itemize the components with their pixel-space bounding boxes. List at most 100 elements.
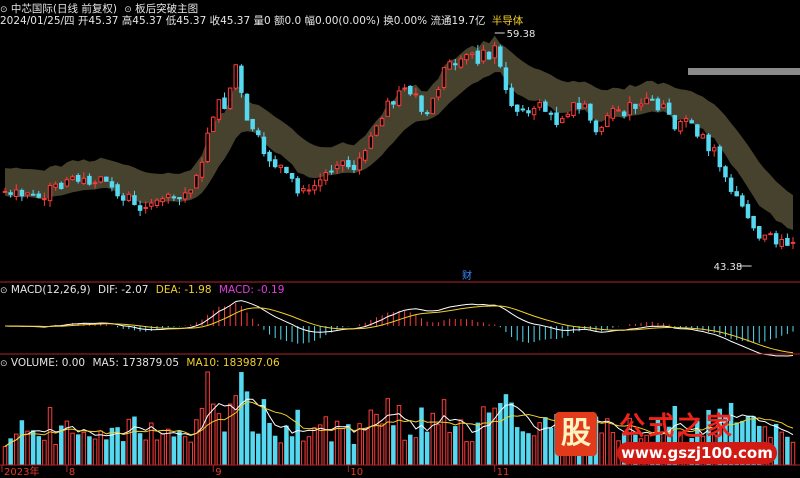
candle-body bbox=[695, 124, 700, 137]
candle bbox=[447, 59, 452, 70]
candle bbox=[492, 41, 497, 65]
macd-value: MACD: -0.19 bbox=[218, 284, 285, 296]
watermark-title: 公式之家 bbox=[619, 412, 736, 442]
volume-bar bbox=[374, 413, 379, 466]
candle bbox=[638, 98, 644, 111]
dropdown-icon[interactable]: ⊙ bbox=[124, 5, 132, 15]
axis-label: 9 bbox=[215, 467, 221, 478]
candle bbox=[137, 200, 143, 216]
axis-label: 2023年 bbox=[4, 465, 39, 478]
candle bbox=[402, 84, 407, 92]
candle-body bbox=[576, 102, 582, 109]
candle bbox=[160, 196, 165, 207]
candle-body bbox=[25, 192, 30, 196]
volume-bar bbox=[188, 441, 193, 466]
candle bbox=[306, 184, 312, 195]
volume-bar bbox=[284, 425, 289, 466]
volume-bar bbox=[340, 428, 345, 466]
candle-body bbox=[188, 189, 193, 194]
candle-body bbox=[278, 164, 284, 168]
volume-bar bbox=[2, 445, 8, 466]
volume-bar bbox=[256, 433, 261, 466]
candle-body bbox=[543, 101, 548, 112]
candle-body bbox=[87, 175, 92, 185]
dea-value: DEA: -1.98 bbox=[155, 284, 212, 296]
candle bbox=[154, 198, 160, 208]
volume-bar bbox=[233, 395, 239, 466]
candle-body bbox=[706, 134, 711, 152]
candle-body bbox=[779, 238, 784, 247]
volume-bar bbox=[334, 420, 340, 466]
volume-header: ⊙ VOLUME: 0.00 MA5: 173879.05 MA10: 1839… bbox=[0, 357, 280, 369]
candle-body bbox=[666, 102, 672, 115]
candle-body bbox=[464, 54, 469, 61]
volume-bar bbox=[47, 407, 53, 466]
candle-body bbox=[126, 193, 132, 201]
candle-body bbox=[289, 173, 295, 179]
candle bbox=[385, 97, 390, 117]
candle bbox=[222, 92, 227, 110]
high-label: 59.38 bbox=[507, 29, 536, 40]
volume-bar bbox=[42, 439, 47, 466]
axis-label: 8 bbox=[69, 467, 75, 478]
candle bbox=[571, 102, 576, 118]
volume-bar bbox=[104, 439, 109, 466]
candle bbox=[509, 83, 514, 108]
candle-body bbox=[520, 108, 526, 111]
security-name[interactable]: 中芯国际(日线 前复权) bbox=[10, 3, 117, 15]
volume-bar bbox=[526, 433, 531, 466]
candle bbox=[689, 118, 694, 124]
macd-name[interactable]: MACD(12,26,9) bbox=[10, 284, 91, 296]
candle bbox=[593, 119, 599, 136]
candle bbox=[8, 189, 13, 198]
sector-label[interactable]: 半导体 bbox=[491, 15, 524, 27]
candle bbox=[391, 100, 396, 109]
candle bbox=[75, 173, 81, 184]
candle bbox=[115, 182, 120, 199]
candle-body bbox=[239, 65, 244, 93]
candle bbox=[301, 185, 306, 194]
candle bbox=[47, 182, 53, 207]
candle-body bbox=[537, 102, 542, 108]
candle bbox=[2, 187, 8, 193]
dropdown-icon[interactable]: ⊙ bbox=[0, 286, 8, 296]
candle bbox=[464, 53, 469, 65]
volume-bar bbox=[301, 440, 306, 466]
candle-body bbox=[47, 185, 53, 202]
volume-bar bbox=[75, 434, 81, 466]
candle bbox=[211, 116, 216, 133]
candle-body bbox=[149, 202, 154, 207]
candle-body bbox=[790, 241, 796, 244]
volume-bar bbox=[509, 402, 514, 466]
volume-bar bbox=[481, 406, 486, 466]
candle-body bbox=[137, 205, 143, 211]
candle-body bbox=[132, 195, 137, 206]
volume-bar bbox=[312, 427, 317, 466]
volume-bar bbox=[408, 434, 413, 466]
candle bbox=[194, 173, 199, 189]
resistance-bar bbox=[688, 68, 800, 75]
panel-separators bbox=[0, 281, 800, 466]
watermark-logo: 股 公式之家 www.gszj100.com bbox=[547, 406, 782, 470]
volume-bar bbox=[458, 419, 464, 466]
candle bbox=[267, 150, 272, 167]
candle-body bbox=[559, 118, 565, 124]
volume-bar bbox=[30, 430, 36, 466]
template-name[interactable]: 板后突破主图 bbox=[135, 3, 199, 15]
volume-name[interactable]: VOLUME: 0.00 bbox=[10, 357, 86, 369]
candle-body bbox=[548, 112, 554, 115]
candle-body bbox=[700, 134, 706, 139]
volume-bar bbox=[430, 412, 436, 466]
dropdown-icon[interactable]: ⊙ bbox=[0, 5, 8, 15]
candle bbox=[317, 173, 323, 192]
candle bbox=[177, 196, 182, 206]
axis-label: 11 bbox=[497, 467, 510, 478]
candle bbox=[396, 86, 402, 108]
candle-body bbox=[453, 63, 458, 66]
candle bbox=[616, 105, 621, 112]
candle-body bbox=[785, 237, 790, 246]
volume-bar bbox=[278, 442, 284, 466]
dropdown-icon[interactable]: ⊙ bbox=[0, 359, 8, 369]
candle bbox=[256, 127, 261, 138]
candle-body bbox=[633, 103, 638, 109]
